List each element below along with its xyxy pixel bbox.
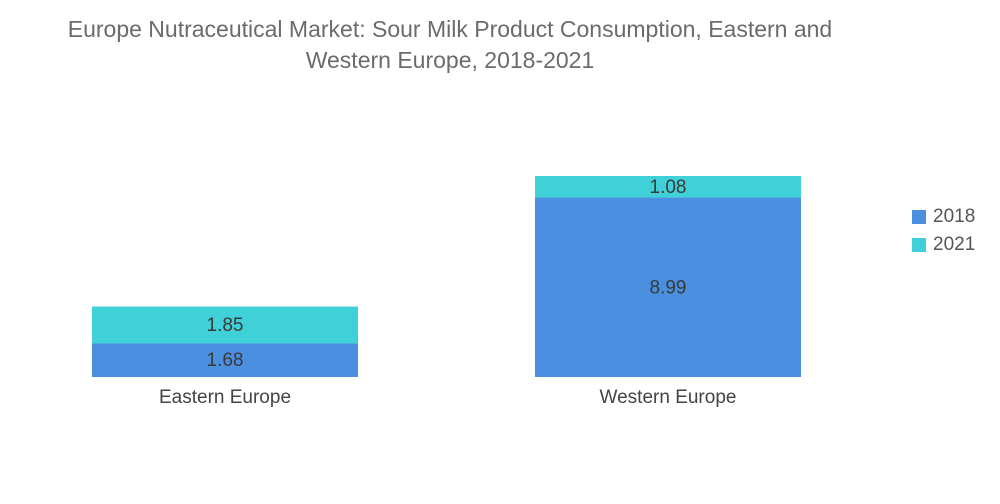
- bar-2021-eastern-europe: [92, 306, 358, 344]
- chart-legend: 2018 2021: [912, 203, 975, 259]
- legend-swatch-2018: [912, 210, 926, 224]
- bar-2021-western-europe: [535, 176, 801, 198]
- chart-title-line-2: Western Europe, 2018-2021: [305, 47, 595, 73]
- data-label-2021-eastern-europe: 1.85: [207, 315, 244, 336]
- data-label-2021-western-europe: 1.08: [650, 177, 687, 198]
- bar-2018-eastern-europe: [92, 343, 358, 377]
- bar-2018-western-europe: [535, 197, 801, 377]
- data-label-2018-eastern-europe: 1.68: [207, 350, 244, 371]
- chart-title-line-1: Europe Nutraceutical Market: Sour Milk P…: [67, 16, 833, 42]
- x-tick-label-eastern-europe: Eastern Europe: [159, 387, 291, 408]
- legend-swatch-2021: [912, 238, 926, 252]
- x-tick-label-western-europe: Western Europe: [600, 387, 737, 408]
- chart-title: Europe Nutraceutical Market: Sour Milk P…: [0, 14, 900, 76]
- legend-item-2021: 2021: [912, 231, 975, 259]
- legend-label-2018: 2018: [933, 206, 976, 227]
- legend-item-2018: 2018: [912, 203, 975, 231]
- data-label-2018-western-europe: 8.99: [650, 277, 687, 298]
- legend-label-2021: 2021: [933, 234, 976, 255]
